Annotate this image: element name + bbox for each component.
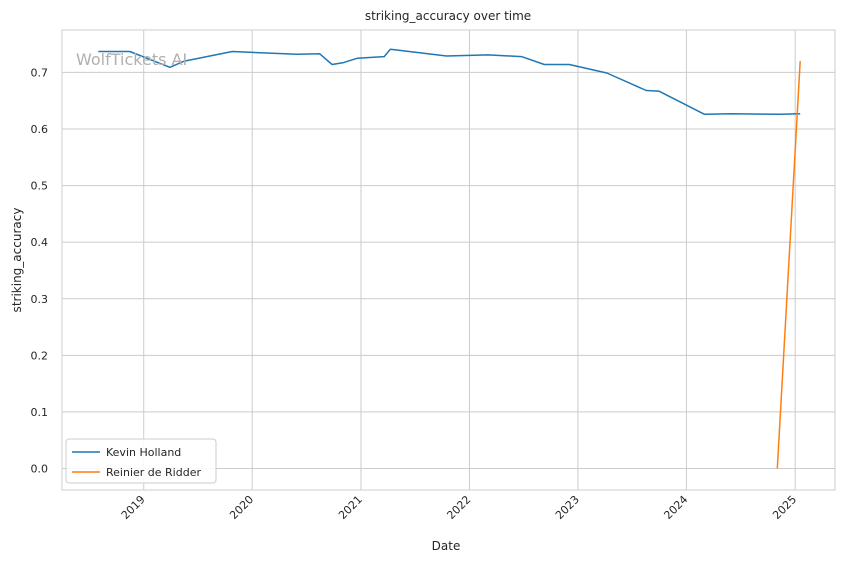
y-axis-ticks: 0.0 0.1 0.2 0.3 0.4 0.5 0.6 0.7 bbox=[31, 66, 49, 475]
y-tick-label: 0.1 bbox=[31, 406, 49, 419]
y-tick-label: 0.6 bbox=[31, 123, 49, 136]
y-tick-label: 0.3 bbox=[31, 293, 49, 306]
chart-title: striking_accuracy over time bbox=[365, 9, 531, 23]
y-tick-label: 0.2 bbox=[31, 349, 49, 362]
x-axis-title: Date bbox=[432, 539, 461, 553]
series-group bbox=[98, 48, 801, 469]
watermark: WolfTickets AI bbox=[76, 50, 187, 69]
legend: Kevin Holland Reinier de Ridder bbox=[65, 438, 217, 484]
legend-label-kevin-holland: Kevin Holland bbox=[106, 446, 181, 459]
series-line-kevin-holland bbox=[98, 48, 801, 116]
plot-frame bbox=[61, 29, 836, 491]
y-tick-label: 0.0 bbox=[31, 462, 49, 475]
legend-box bbox=[65, 438, 217, 484]
series-line-reinier-de-ridder bbox=[776, 61, 801, 469]
y-tick-label: 0.4 bbox=[31, 236, 49, 249]
legend-label-reinier-de-ridder: Reinier de Ridder bbox=[106, 466, 201, 479]
y-tick-label: 0.7 bbox=[31, 66, 49, 79]
y-tick-label: 0.5 bbox=[31, 180, 49, 193]
y-axis-title: striking_accuracy bbox=[10, 208, 24, 313]
